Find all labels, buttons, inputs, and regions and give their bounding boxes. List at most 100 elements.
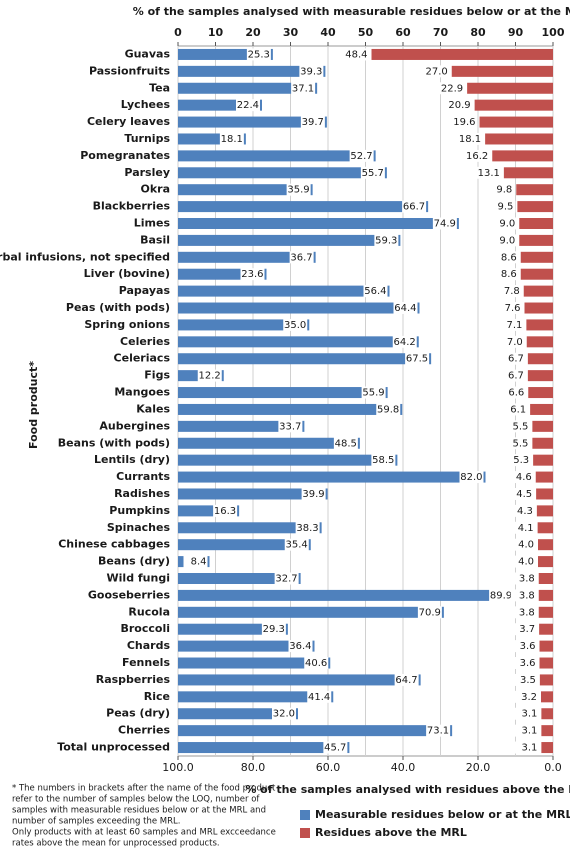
value-label: 25.3 <box>248 49 270 60</box>
value-label: 18.1 <box>221 134 243 145</box>
label-box <box>278 420 303 433</box>
bar <box>178 471 486 483</box>
value-label: 89.9 <box>490 590 512 601</box>
label-box <box>343 48 370 61</box>
label-box <box>504 420 531 433</box>
bar <box>538 606 553 618</box>
label-box <box>491 234 518 247</box>
value-label: 4.0 <box>518 557 534 568</box>
category-label: Pumpkins <box>109 504 170 517</box>
bar <box>485 133 553 145</box>
category-label: Figs <box>144 369 170 382</box>
label-box <box>511 640 538 653</box>
x-tick-label: 100 <box>542 26 565 39</box>
value-label: 41.4 <box>308 692 330 703</box>
bar <box>536 488 553 500</box>
value-label: 6.7 <box>508 354 524 365</box>
footnote: samples with measurable residues below o… <box>12 806 266 816</box>
label-box <box>446 99 473 112</box>
category-label: Lentils (dry) <box>94 453 170 466</box>
bar <box>537 522 553 534</box>
label-box <box>510 538 536 551</box>
category-label: Liver (bovine) <box>84 267 170 280</box>
value-label: 3.8 <box>519 607 535 618</box>
bar <box>178 82 318 94</box>
label-box <box>491 217 518 230</box>
bar <box>178 387 388 399</box>
x-tick-label: 40 <box>320 26 336 39</box>
value-label: 9.0 <box>499 235 515 246</box>
label-box <box>301 487 326 500</box>
label-box <box>451 116 478 129</box>
category-label: Wild fungi <box>107 572 170 585</box>
category-label: Rucola <box>128 605 170 618</box>
label-box <box>304 657 329 670</box>
category-label: Mangoes <box>114 386 170 399</box>
bar <box>541 742 553 754</box>
bar <box>178 539 311 551</box>
value-label: 82.0 <box>460 472 482 483</box>
legend-swatch <box>300 828 310 838</box>
bar <box>539 657 553 669</box>
bar <box>178 589 516 601</box>
x-tick-label: 50 <box>358 26 374 39</box>
label-box <box>459 471 484 484</box>
bar <box>178 403 403 415</box>
label-box <box>423 65 450 78</box>
value-label: 52.7 <box>350 151 372 162</box>
value-label: 3.6 <box>520 641 536 652</box>
value-label: 48.4 <box>345 49 367 60</box>
value-label: 35.0 <box>284 320 306 331</box>
label-box <box>511 673 538 686</box>
x-tick-label: 0 <box>174 26 182 39</box>
category-label: Chards <box>127 639 171 652</box>
bar <box>538 539 553 551</box>
value-label: 3.2 <box>521 692 537 703</box>
bar <box>178 302 420 314</box>
label-box <box>496 302 523 315</box>
value-label: 5.5 <box>512 421 528 432</box>
category-label: Limes <box>134 217 171 230</box>
bar <box>178 640 315 652</box>
value-label: 29.3 <box>263 624 285 635</box>
value-label: 36.7 <box>290 252 312 263</box>
label-box <box>213 504 238 517</box>
bar <box>520 268 553 280</box>
bar <box>516 184 553 196</box>
value-label: 20.9 <box>448 100 470 111</box>
label-box <box>489 589 514 602</box>
value-label: 6.7 <box>508 371 524 382</box>
bar <box>538 573 553 584</box>
bar <box>178 437 360 449</box>
y-axis-title: Food product* <box>27 361 40 449</box>
label-box <box>507 471 534 484</box>
bar <box>178 420 305 432</box>
label-box <box>284 538 309 551</box>
x-tick-label: 80 <box>470 26 486 39</box>
label-box <box>274 572 299 585</box>
label-box <box>508 487 535 500</box>
bar <box>178 522 322 534</box>
label-box <box>417 606 442 619</box>
bar <box>527 370 553 382</box>
bar <box>541 708 553 720</box>
label-box <box>363 285 388 298</box>
label-box <box>500 386 527 399</box>
value-label: 3.8 <box>519 590 535 601</box>
label-box <box>272 707 296 720</box>
value-label: 66.7 <box>403 202 425 213</box>
value-label: 22.9 <box>441 83 463 94</box>
value-label: 55.9 <box>362 388 384 399</box>
label-box <box>426 724 451 737</box>
bar <box>523 285 553 297</box>
label-box <box>300 116 325 129</box>
label-box <box>299 65 324 78</box>
x2-tick-label: 60.0 <box>316 761 341 774</box>
value-label: 16.2 <box>466 151 488 162</box>
bar <box>536 505 553 517</box>
bar <box>178 116 327 128</box>
value-label: 32.0 <box>273 709 295 720</box>
value-label: 64.7 <box>395 675 417 686</box>
label-box <box>489 200 516 213</box>
label-box <box>236 99 260 112</box>
